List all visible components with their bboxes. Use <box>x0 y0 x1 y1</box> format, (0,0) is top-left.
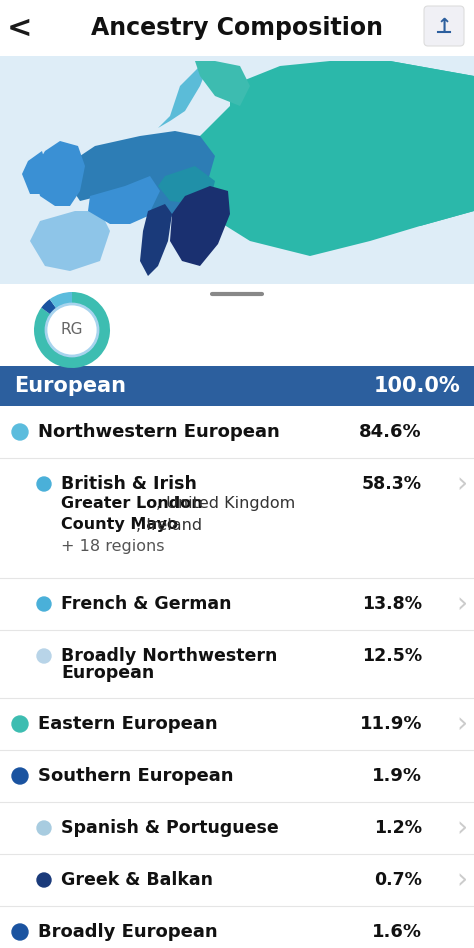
Circle shape <box>37 477 51 491</box>
Text: ›: › <box>456 866 467 894</box>
Text: 1.6%: 1.6% <box>372 923 422 941</box>
Text: Broadly Northwestern: Broadly Northwestern <box>61 647 277 665</box>
Circle shape <box>12 424 28 440</box>
Text: ↑: ↑ <box>437 17 452 35</box>
Text: British & Irish: British & Irish <box>61 475 197 493</box>
Text: County Mayo: County Mayo <box>61 518 178 533</box>
Text: 1.9%: 1.9% <box>372 767 422 785</box>
Text: + 18 regions: + 18 regions <box>61 539 164 555</box>
Text: Broadly European: Broadly European <box>38 923 218 941</box>
Bar <box>0 906 474 948</box>
Bar <box>0 284 474 285</box>
Bar <box>0 698 474 750</box>
Circle shape <box>37 597 51 611</box>
Bar <box>0 750 474 802</box>
Text: Northwestern European: Northwestern European <box>38 423 280 441</box>
Polygon shape <box>88 176 160 224</box>
Text: ›: › <box>456 814 467 842</box>
Bar <box>0 458 474 578</box>
Polygon shape <box>170 186 230 266</box>
Text: , Ireland: , Ireland <box>136 518 202 533</box>
Text: , United Kingdom: , United Kingdom <box>156 496 295 511</box>
Circle shape <box>12 768 28 784</box>
Circle shape <box>46 304 98 356</box>
Bar <box>0 56 474 284</box>
Text: European: European <box>61 664 154 682</box>
Bar <box>0 284 474 366</box>
Text: Greek & Balkan: Greek & Balkan <box>61 871 213 889</box>
Text: 58.3%: 58.3% <box>362 475 422 493</box>
Text: Southern European: Southern European <box>38 767 234 785</box>
Bar <box>0 366 474 406</box>
Bar <box>0 406 474 458</box>
Text: 12.5%: 12.5% <box>362 647 422 665</box>
Wedge shape <box>50 292 72 309</box>
Text: Ancestry Composition: Ancestry Composition <box>91 16 383 40</box>
Text: ›: › <box>456 470 467 498</box>
Bar <box>0 854 474 906</box>
Text: 84.6%: 84.6% <box>359 423 422 441</box>
Text: <: < <box>7 13 33 43</box>
Bar <box>0 630 474 698</box>
Polygon shape <box>390 61 474 226</box>
Polygon shape <box>30 211 110 271</box>
Wedge shape <box>34 292 110 368</box>
Text: 11.9%: 11.9% <box>359 715 422 733</box>
Circle shape <box>37 649 51 663</box>
Text: 1.2%: 1.2% <box>374 819 422 837</box>
Polygon shape <box>35 141 85 206</box>
Circle shape <box>12 924 28 940</box>
Text: French & German: French & German <box>61 595 231 613</box>
Circle shape <box>37 873 51 887</box>
Text: 0.7%: 0.7% <box>374 871 422 889</box>
Polygon shape <box>140 204 172 276</box>
Text: ›: › <box>456 710 467 738</box>
FancyBboxPatch shape <box>424 6 464 46</box>
Polygon shape <box>22 151 48 194</box>
Polygon shape <box>158 166 215 204</box>
Text: Greater London: Greater London <box>61 496 203 511</box>
Text: Spanish & Portuguese: Spanish & Portuguese <box>61 819 279 837</box>
Text: ›: › <box>456 590 467 618</box>
Polygon shape <box>195 61 250 106</box>
Circle shape <box>12 716 28 732</box>
Bar <box>0 578 474 630</box>
Text: 13.8%: 13.8% <box>362 595 422 613</box>
Text: European: European <box>14 376 126 396</box>
Text: 100.0%: 100.0% <box>373 376 460 396</box>
Text: Robert Gervais: Robert Gervais <box>145 320 310 339</box>
Text: Eastern European: Eastern European <box>38 715 218 733</box>
Wedge shape <box>41 300 57 315</box>
Polygon shape <box>70 131 215 221</box>
Polygon shape <box>155 61 210 131</box>
Circle shape <box>37 821 51 835</box>
Polygon shape <box>190 61 474 256</box>
Text: RG: RG <box>61 322 83 337</box>
Text: 100%: 100% <box>396 320 456 339</box>
Bar <box>0 802 474 854</box>
